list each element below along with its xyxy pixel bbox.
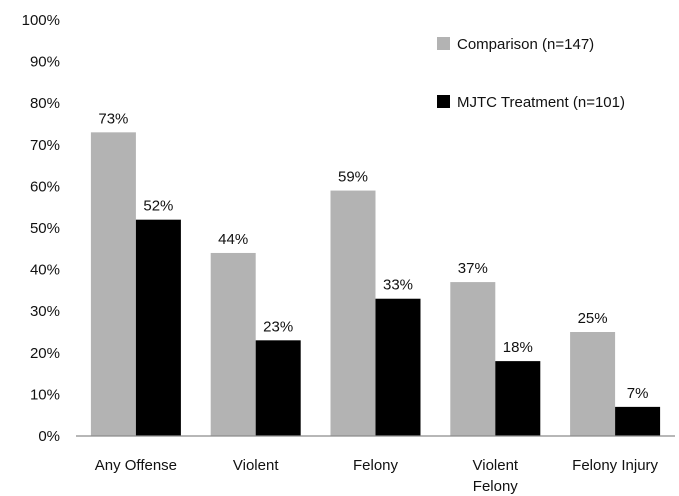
data-label: 18% (503, 339, 533, 356)
legend-swatch-comparison (437, 37, 450, 50)
y-tick-label: 10% (30, 386, 60, 403)
data-label: 23% (263, 318, 293, 335)
data-label: 37% (458, 260, 488, 277)
y-tick-label: 90% (30, 54, 60, 71)
y-tick-label: 100% (22, 12, 60, 29)
y-tick-label: 50% (30, 220, 60, 237)
y-tick-label: 30% (30, 303, 60, 320)
x-category-label: Felony Injury (572, 457, 658, 474)
y-tick-label: 80% (30, 95, 60, 112)
y-axis-ticks: 0% 10% 20% 30% 40% 50% 60% 70% 80% 90% 100% (22, 12, 60, 445)
data-label: 25% (578, 310, 608, 327)
y-tick-label: 20% (30, 345, 60, 362)
data-label: 73% (98, 110, 128, 127)
bar-mjtc-0 (135, 219, 181, 436)
legend-swatch-mjtc (437, 95, 450, 108)
x-axis-categories: Any Offense Violent Felony Violent Felony Fel… (95, 457, 659, 495)
legend-label-comparison: Comparison (n=147) (457, 36, 594, 53)
y-tick-label: 40% (30, 262, 60, 279)
bar-comparison-0 (90, 132, 136, 436)
bar-comparison-4 (570, 332, 616, 436)
legend-label-mjtc: MJTC Treatment (n=101) (457, 94, 625, 111)
bar-mjtc-3 (495, 361, 541, 436)
y-tick-label: 70% (30, 137, 60, 154)
data-label: 59% (338, 169, 368, 186)
bar-mjtc-2 (375, 298, 421, 436)
data-label: 33% (383, 277, 413, 294)
bar-mjtc-4 (615, 406, 661, 436)
y-tick-label: 60% (30, 178, 60, 195)
bar-comparison-2 (330, 190, 376, 436)
x-category-label: Violent (233, 457, 279, 474)
data-label: 7% (627, 385, 649, 402)
y-tick-label: 0% (38, 428, 60, 445)
x-category-label: Felony (473, 478, 519, 495)
bars (90, 132, 661, 436)
bar-mjtc-1 (255, 340, 301, 436)
bar-comparison-1 (210, 252, 256, 436)
x-category-label: Violent (473, 457, 519, 474)
x-category-label: Any Offense (95, 457, 177, 474)
x-category-label: Felony (353, 457, 399, 474)
data-label: 44% (218, 231, 248, 248)
bar-comparison-3 (450, 282, 496, 436)
data-label: 52% (143, 198, 173, 215)
data-labels: 73% 52% 44% 23% 59% 33% 37% 18% 25% 7% (98, 110, 648, 402)
legend: Comparison (n=147) MJTC Treatment (n=101… (437, 36, 625, 111)
